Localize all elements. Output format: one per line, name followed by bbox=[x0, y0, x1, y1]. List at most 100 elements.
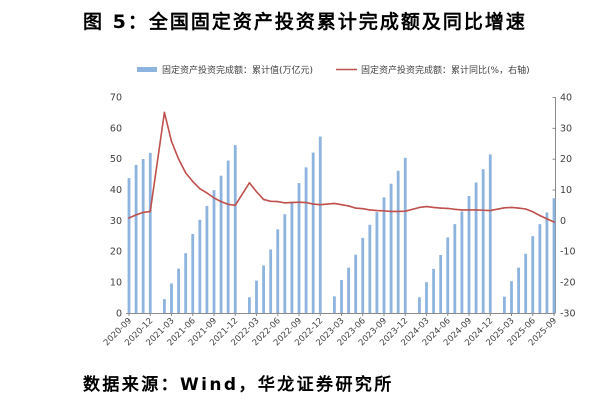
line-point-2022-07 bbox=[284, 202, 286, 204]
bar-2020-12 bbox=[148, 152, 152, 313]
line-point-2022-04 bbox=[262, 198, 265, 201]
bar-2024-10 bbox=[474, 182, 478, 313]
bar-2025-02 bbox=[503, 296, 506, 313]
bar-2021-09 bbox=[212, 190, 216, 313]
line-point-2024-03 bbox=[425, 205, 428, 208]
bar-2022-09 bbox=[297, 183, 301, 313]
bar-2021-12 bbox=[233, 145, 237, 313]
line-point-2020-11 bbox=[142, 211, 144, 214]
bar-2023-10 bbox=[389, 183, 393, 313]
line-point-2023-11 bbox=[397, 210, 399, 213]
legend-label-bar: 固定资产投资完成额：累计值(万亿元) bbox=[162, 64, 313, 76]
line-point-2024-10 bbox=[475, 209, 477, 211]
bar-2021-05 bbox=[184, 253, 188, 313]
bar-2023-08 bbox=[375, 212, 379, 313]
bar-2021-03 bbox=[170, 283, 173, 313]
yoy-growth-line bbox=[128, 111, 555, 223]
bar-2022-10 bbox=[304, 167, 308, 313]
bar-2025-06 bbox=[531, 236, 535, 313]
bar-2022-07 bbox=[283, 214, 287, 313]
line-point-2021-11 bbox=[227, 203, 229, 206]
bar-2023-12 bbox=[403, 157, 407, 313]
bar-2022-12 bbox=[318, 136, 322, 313]
line-point-2021-05 bbox=[184, 172, 187, 174]
bar-2025-05 bbox=[524, 253, 528, 313]
line-point-2024-07 bbox=[454, 208, 456, 211]
y-right-tick-label: -20 bbox=[560, 278, 576, 289]
line-point-2022-02 bbox=[248, 181, 251, 184]
y-right-tick-label: 10 bbox=[560, 185, 572, 196]
line-point-2023-02 bbox=[333, 202, 336, 205]
bar-series bbox=[127, 136, 556, 313]
y-left-tick-label: 10 bbox=[110, 278, 122, 289]
bar-2021-04 bbox=[177, 268, 180, 313]
line-point-2022-08 bbox=[291, 201, 293, 204]
bar-2023-03 bbox=[340, 279, 343, 313]
line-point-2024-05 bbox=[439, 207, 442, 209]
bar-2024-07 bbox=[453, 224, 457, 313]
bar-2022-11 bbox=[311, 152, 315, 313]
bar-2022-02 bbox=[248, 297, 251, 313]
line-point-2023-05 bbox=[354, 207, 357, 209]
y-right-tick-label: 40 bbox=[560, 92, 572, 103]
line-point-2025-07 bbox=[539, 214, 541, 217]
bar-2024-02 bbox=[418, 297, 421, 313]
line-point-2020-12 bbox=[149, 210, 152, 213]
y-left-tick-label: 70 bbox=[110, 92, 122, 103]
bar-2023-04 bbox=[347, 267, 350, 313]
line-point-2022-06 bbox=[276, 200, 279, 203]
bar-2021-11 bbox=[226, 160, 230, 313]
x-axis: 2020-092020-122021-032021-062021-092021-… bbox=[102, 313, 559, 348]
source-note: 数据来源：Wind，华龙证券研究所 bbox=[83, 375, 394, 395]
figure-title: 图 5：全国固定资产投资累计完成额及同比增速 bbox=[83, 11, 527, 33]
bar-2023-06 bbox=[361, 238, 365, 313]
y-left-tick-label: 60 bbox=[110, 123, 122, 134]
bar-2021-02 bbox=[163, 299, 166, 313]
bar-2021-06 bbox=[191, 234, 195, 313]
line-point-2024-04 bbox=[432, 206, 435, 209]
bar-2025-09 bbox=[552, 198, 556, 313]
line-point-2021-08 bbox=[206, 192, 208, 194]
line-point-2023-09 bbox=[383, 210, 385, 212]
left-axis: 0 10 20 30 40 50 60 70 bbox=[110, 92, 122, 319]
bar-2020-09 bbox=[127, 178, 131, 313]
y-right-tick-label: 0 bbox=[560, 216, 566, 227]
bar-2024-05 bbox=[439, 254, 443, 313]
bar-2024-06 bbox=[446, 237, 450, 313]
line-point-2024-02 bbox=[418, 206, 421, 209]
line-point-2023-07 bbox=[369, 209, 371, 211]
line-point-2025-06 bbox=[531, 210, 534, 213]
line-series bbox=[128, 111, 555, 223]
bar-2022-03 bbox=[255, 280, 258, 313]
bar-2025-04 bbox=[517, 267, 520, 313]
line-point-2020-10 bbox=[135, 214, 137, 216]
line-point-2024-11 bbox=[482, 209, 484, 212]
line-point-2022-12 bbox=[319, 203, 322, 206]
line-point-2022-09 bbox=[298, 201, 300, 204]
line-point-2020-09 bbox=[128, 217, 130, 219]
line-point-2025-04 bbox=[517, 207, 520, 209]
legend-swatch-bar bbox=[137, 67, 157, 72]
line-point-2025-09 bbox=[553, 221, 555, 223]
bar-2022-05 bbox=[269, 249, 273, 313]
bar-2022-06 bbox=[276, 229, 280, 313]
line-point-2021-06 bbox=[191, 180, 194, 183]
y-left-tick-label: 30 bbox=[110, 216, 122, 227]
line-point-2025-08 bbox=[546, 218, 548, 220]
line-point-2022-11 bbox=[312, 203, 314, 205]
bar-2024-03 bbox=[425, 282, 428, 313]
bar-2021-07 bbox=[198, 219, 202, 313]
y-right-tick-label: -30 bbox=[560, 308, 576, 319]
line-point-2021-07 bbox=[199, 187, 201, 190]
line-point-2021-12 bbox=[234, 204, 237, 207]
line-point-2022-05 bbox=[269, 200, 272, 203]
line-point-2023-04 bbox=[347, 205, 350, 207]
line-point-2023-08 bbox=[376, 209, 378, 212]
y-right-tick-label: -10 bbox=[560, 247, 576, 258]
line-point-2022-03 bbox=[255, 190, 258, 193]
line-point-2021-04 bbox=[177, 158, 180, 160]
bar-2020-10 bbox=[134, 164, 138, 313]
bar-2020-11 bbox=[141, 159, 145, 313]
y-left-tick-label: 0 bbox=[116, 308, 122, 319]
